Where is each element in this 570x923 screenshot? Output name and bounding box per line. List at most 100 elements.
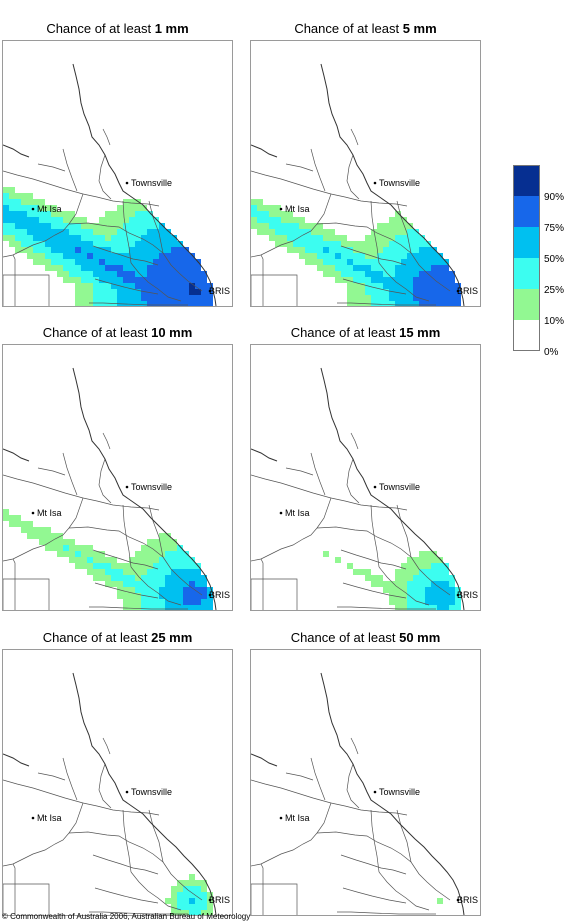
rain-cell bbox=[135, 247, 141, 253]
rain-cell bbox=[189, 880, 195, 886]
townsville-label: Townsville bbox=[379, 787, 420, 797]
rain-cell bbox=[353, 265, 359, 271]
rain-cell bbox=[135, 581, 141, 587]
rain-cell bbox=[299, 235, 305, 241]
district-line bbox=[37, 467, 66, 476]
rain-cell bbox=[257, 199, 263, 205]
inset-box bbox=[3, 578, 50, 610]
rain-cell bbox=[129, 265, 135, 271]
panel-title: Chance of at least 15 mm bbox=[290, 325, 441, 340]
rain-cell bbox=[353, 253, 359, 259]
rain-cell bbox=[341, 247, 347, 253]
brisbane-label: BRIS bbox=[209, 286, 230, 296]
rain-cell bbox=[105, 563, 111, 569]
rain-cell bbox=[141, 587, 147, 593]
rain-cell bbox=[389, 289, 395, 295]
rain-cell bbox=[111, 229, 117, 235]
rain-cell bbox=[407, 557, 413, 563]
rain-cell bbox=[93, 575, 99, 581]
rain-cell bbox=[39, 533, 45, 539]
rain-cell bbox=[395, 265, 401, 271]
rain-cell bbox=[257, 223, 263, 229]
rain-cell bbox=[87, 551, 93, 557]
rain-cell bbox=[171, 253, 177, 259]
rainfall-probability-grid bbox=[251, 199, 461, 306]
rain-cell bbox=[129, 253, 135, 259]
rainfall-map: Townsville Mt Isa BRIS bbox=[2, 344, 233, 611]
rain-cell bbox=[57, 545, 63, 551]
district-boundaries bbox=[3, 737, 203, 915]
rain-cell bbox=[159, 277, 165, 283]
rain-cell bbox=[183, 259, 189, 265]
district-line bbox=[251, 779, 332, 804]
district-line bbox=[337, 302, 436, 306]
rain-cell bbox=[413, 569, 419, 575]
rain-cell bbox=[75, 235, 81, 241]
rain-cell bbox=[141, 223, 147, 229]
rain-cell bbox=[189, 301, 195, 306]
rain-cell bbox=[63, 235, 69, 241]
brisbane-marker bbox=[456, 898, 460, 902]
rain-cell bbox=[449, 593, 455, 599]
rain-cell bbox=[171, 301, 177, 306]
district-boundaries bbox=[251, 432, 451, 610]
rain-cell bbox=[419, 271, 425, 277]
rain-cell bbox=[81, 277, 87, 283]
rain-cell bbox=[9, 235, 15, 241]
rain-cell bbox=[75, 259, 81, 265]
rain-cell bbox=[299, 253, 305, 259]
rain-cell bbox=[189, 295, 195, 301]
rain-cell bbox=[419, 253, 425, 259]
rain-cell bbox=[183, 301, 189, 306]
rain-cell bbox=[281, 229, 287, 235]
rain-cell bbox=[63, 277, 69, 283]
rain-cell bbox=[141, 271, 147, 277]
rain-cell bbox=[75, 253, 81, 259]
district-line bbox=[350, 737, 359, 755]
rain-cell bbox=[45, 259, 51, 265]
rain-cell bbox=[171, 587, 177, 593]
mt_isa-label: Mt Isa bbox=[285, 204, 310, 214]
rain-cell bbox=[123, 569, 129, 575]
rain-cell bbox=[177, 563, 183, 569]
rain-cell bbox=[129, 563, 135, 569]
rain-cell bbox=[81, 289, 87, 295]
rain-cell bbox=[183, 880, 189, 886]
rain-cell bbox=[305, 229, 311, 235]
rain-cell bbox=[251, 199, 257, 205]
rain-cell bbox=[177, 910, 183, 915]
rain-cell bbox=[183, 886, 189, 892]
rain-cell bbox=[15, 193, 21, 199]
inset-box bbox=[251, 274, 298, 306]
rain-cell bbox=[177, 545, 183, 551]
rain-cell bbox=[365, 253, 371, 259]
rain-cell bbox=[353, 271, 359, 277]
rain-cell bbox=[111, 241, 117, 247]
rain-cell bbox=[81, 551, 87, 557]
rain-cell bbox=[123, 605, 129, 610]
mt_isa-marker bbox=[279, 816, 283, 820]
rain-cell bbox=[105, 265, 111, 271]
rain-cell bbox=[123, 283, 129, 289]
rain-cell bbox=[377, 295, 383, 301]
rain-cell bbox=[15, 217, 21, 223]
rain-cell bbox=[431, 301, 437, 306]
rain-cell bbox=[39, 247, 45, 253]
rain-cell bbox=[51, 247, 57, 253]
district-line bbox=[285, 772, 314, 781]
rain-cell bbox=[437, 295, 443, 301]
rain-cell bbox=[359, 259, 365, 265]
rain-cell bbox=[189, 587, 195, 593]
rain-cell bbox=[189, 575, 195, 581]
rain-cell bbox=[3, 235, 9, 241]
rain-cell bbox=[111, 569, 117, 575]
rain-cell bbox=[201, 277, 207, 283]
district-line bbox=[3, 170, 84, 195]
rain-cell bbox=[171, 575, 177, 581]
rain-cell bbox=[117, 247, 123, 253]
rain-cell bbox=[395, 253, 401, 259]
rain-cell bbox=[171, 599, 177, 605]
rain-cell bbox=[269, 211, 275, 217]
inset-box bbox=[251, 883, 298, 915]
rain-cell bbox=[57, 271, 63, 277]
